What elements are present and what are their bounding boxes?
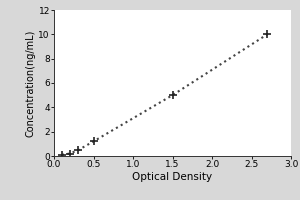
Y-axis label: Concentration(ng/mL): Concentration(ng/mL) <box>26 29 36 137</box>
X-axis label: Optical Density: Optical Density <box>132 172 213 182</box>
